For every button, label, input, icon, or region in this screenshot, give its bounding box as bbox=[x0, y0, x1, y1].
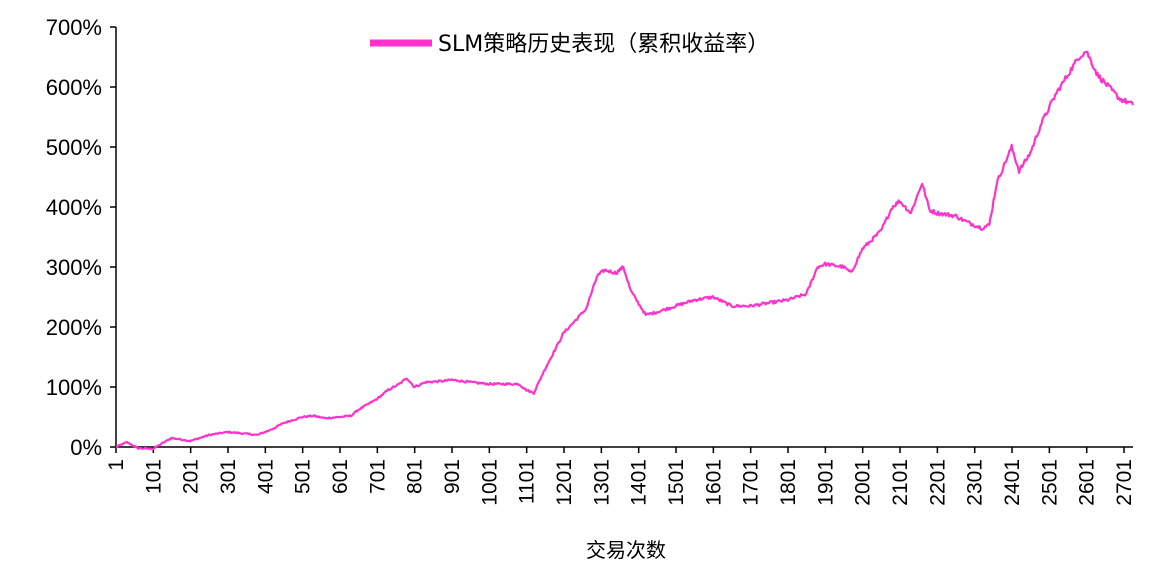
x-tick-label: 2301 bbox=[964, 459, 987, 506]
series-layer bbox=[116, 50, 1135, 451]
x-tick-label: 1901 bbox=[814, 459, 837, 506]
x-tick-label: 1301 bbox=[590, 459, 613, 506]
y-tick-label: 100% bbox=[46, 375, 102, 400]
legend: SLM策略历史表现（累积收益率） bbox=[370, 32, 769, 57]
y-tick-label: 0% bbox=[70, 435, 102, 460]
x-tick-label: 201 bbox=[180, 459, 203, 494]
legend-label: SLM策略历史表现（累积收益率） bbox=[438, 32, 769, 57]
x-tick-label: 1501 bbox=[665, 459, 688, 506]
x-tick-label: 2701 bbox=[1113, 459, 1136, 506]
x-tick-label: 1801 bbox=[777, 459, 800, 506]
x-tick-label: 2201 bbox=[926, 459, 949, 506]
x-tick-label: 401 bbox=[254, 459, 277, 494]
y-tick-label: 700% bbox=[46, 15, 102, 40]
series-line bbox=[116, 50, 1135, 451]
x-tick-label: 901 bbox=[441, 459, 464, 494]
x-tick-label: 301 bbox=[217, 459, 240, 494]
x-axis: 1 101 201 301 401 501 601 701 801 901 1001 1101 1201… bbox=[105, 446, 1136, 506]
x-tick-label: 2101 bbox=[889, 459, 912, 506]
x-tick-label: 601 bbox=[329, 459, 352, 494]
x-tick-label: 701 bbox=[366, 459, 389, 494]
y-tick-label: 200% bbox=[46, 315, 102, 340]
x-tick-label: 1 bbox=[105, 459, 128, 471]
x-tick-label: 801 bbox=[404, 459, 427, 494]
x-tick-label: 2001 bbox=[852, 459, 875, 506]
y-tick-label: 500% bbox=[46, 135, 102, 160]
x-tick-label: 2401 bbox=[1001, 459, 1024, 506]
x-tick-label: 2601 bbox=[1076, 459, 1099, 506]
x-tick-label: 101 bbox=[142, 459, 165, 494]
x-tick-label: 1601 bbox=[702, 459, 725, 506]
x-tick-label: 1701 bbox=[740, 459, 763, 506]
x-axis-label: 交易次数 bbox=[586, 538, 666, 562]
x-tick-label: 501 bbox=[292, 459, 315, 494]
x-tick-label: 2501 bbox=[1038, 459, 1061, 506]
y-tick-label: 300% bbox=[46, 255, 102, 280]
y-tick-label: 600% bbox=[46, 75, 102, 100]
x-tick-label: 1401 bbox=[628, 459, 651, 506]
x-tick-label: 1001 bbox=[478, 459, 501, 506]
y-tick-label: 400% bbox=[46, 195, 102, 220]
y-axis: 0% 100% 200% 300% 400% 500% 600% 700% bbox=[46, 15, 117, 460]
x-tick-label: 1201 bbox=[553, 459, 576, 506]
x-tick-label: 1101 bbox=[516, 459, 539, 504]
